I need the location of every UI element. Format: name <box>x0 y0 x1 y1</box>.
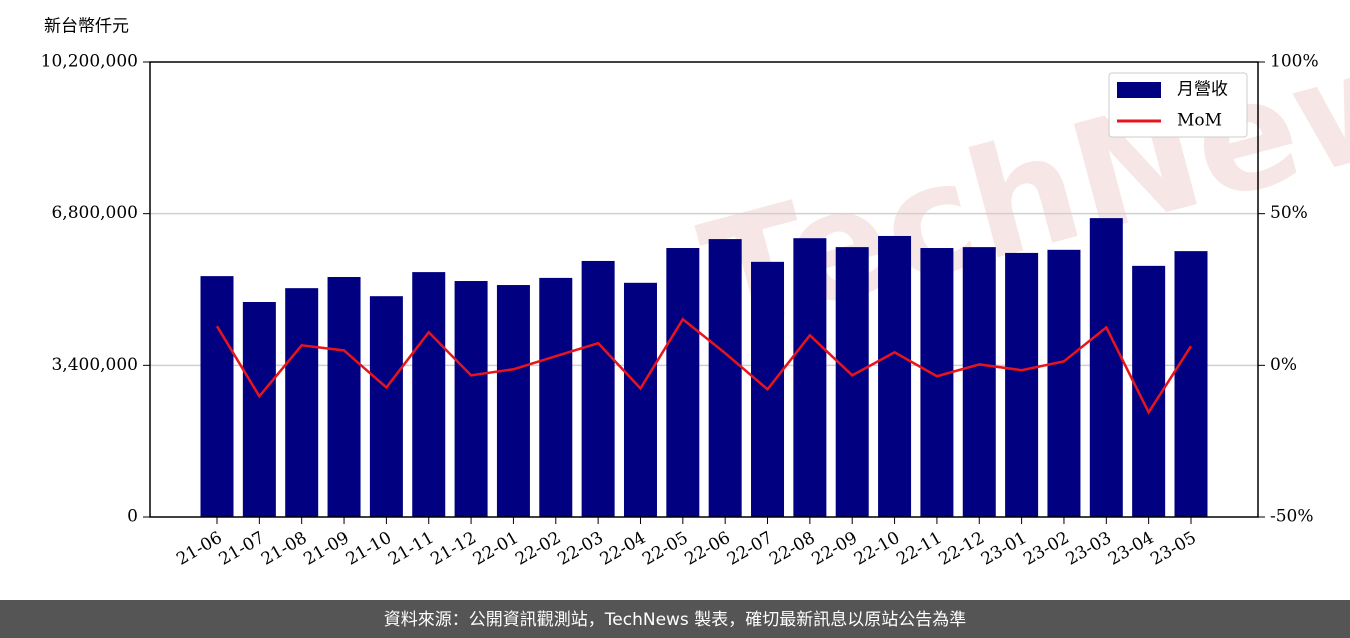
y2-tick-label: -50% <box>1270 507 1314 527</box>
bar <box>412 272 446 517</box>
footer-bar <box>0 600 1350 638</box>
bar <box>1047 249 1081 518</box>
y-tick-label: 10,200,000 <box>41 52 138 72</box>
x-tick-label: 22-06 <box>681 528 733 570</box>
bar <box>369 296 403 517</box>
x-tick-label: 21-11 <box>385 528 437 570</box>
bar <box>793 238 827 517</box>
bar <box>920 248 954 517</box>
plot-frame <box>149 61 1259 518</box>
bar <box>496 285 530 517</box>
y2-tick-label: 100% <box>1270 52 1319 72</box>
legend-label: 月營收 <box>1177 80 1228 100</box>
footer: 資料來源：公開資訊觀測站，TechNews 製表，確切最新訊息以原站公告為準 <box>384 610 966 630</box>
legend-swatch <box>1117 82 1161 98</box>
x-tick-label: 21-07 <box>216 528 268 570</box>
bar <box>878 235 912 517</box>
line <box>215 317 1193 415</box>
y2-tick-label: 50% <box>1270 203 1308 223</box>
bar <box>242 301 276 517</box>
bar <box>327 277 361 517</box>
x-tick-label: 22-03 <box>554 528 606 570</box>
bar <box>285 288 319 517</box>
x-tick-label: 22-05 <box>639 528 691 570</box>
bar <box>1174 251 1208 517</box>
bar <box>666 248 700 517</box>
bar <box>539 277 573 517</box>
x-tick-label: 22-01 <box>470 528 522 570</box>
x-tick-label: 22-11 <box>893 528 945 570</box>
bar <box>200 276 234 517</box>
bar <box>708 239 742 517</box>
y-tick-label: 0 <box>127 507 138 527</box>
x-tick-label: 23-03 <box>1063 528 1115 570</box>
bar <box>962 247 996 517</box>
x-tick-label: 23-02 <box>1020 528 1072 570</box>
x-tick-label: 22-04 <box>597 528 649 570</box>
x-tick-label: 21-09 <box>300 528 352 570</box>
x-tick-label: 21-08 <box>258 528 310 570</box>
x-tick-label: 21-12 <box>427 528 479 570</box>
x-tick-label: 21-06 <box>173 528 225 570</box>
x-tick-label: 22-10 <box>851 528 903 570</box>
bar <box>581 260 615 517</box>
y-tick-label: 3,400,000 <box>51 355 138 375</box>
x-tick-label: 22-12 <box>936 528 988 570</box>
bar <box>835 247 869 517</box>
x-tick-label: 23-01 <box>978 528 1030 570</box>
x-tick-label: 22-08 <box>766 528 818 570</box>
x-tick-label: 23-05 <box>1147 528 1199 570</box>
x-tick-label: 22-02 <box>512 528 564 570</box>
x-tick-label: 23-04 <box>1105 528 1157 570</box>
y2-tick-label: 0% <box>1270 355 1297 375</box>
legend-label: MoM <box>1177 111 1222 131</box>
x-tick-label: 22-09 <box>809 528 861 570</box>
bar <box>623 282 657 517</box>
y-unit-label: 新台幣仟元 <box>44 17 129 37</box>
x-tick-label: 22-07 <box>724 528 776 570</box>
bar <box>1005 252 1039 517</box>
x-tick-label: 21-10 <box>343 528 395 570</box>
bar <box>454 281 488 517</box>
y-tick-label: 6,800,000 <box>51 203 138 223</box>
bar <box>1089 218 1123 518</box>
